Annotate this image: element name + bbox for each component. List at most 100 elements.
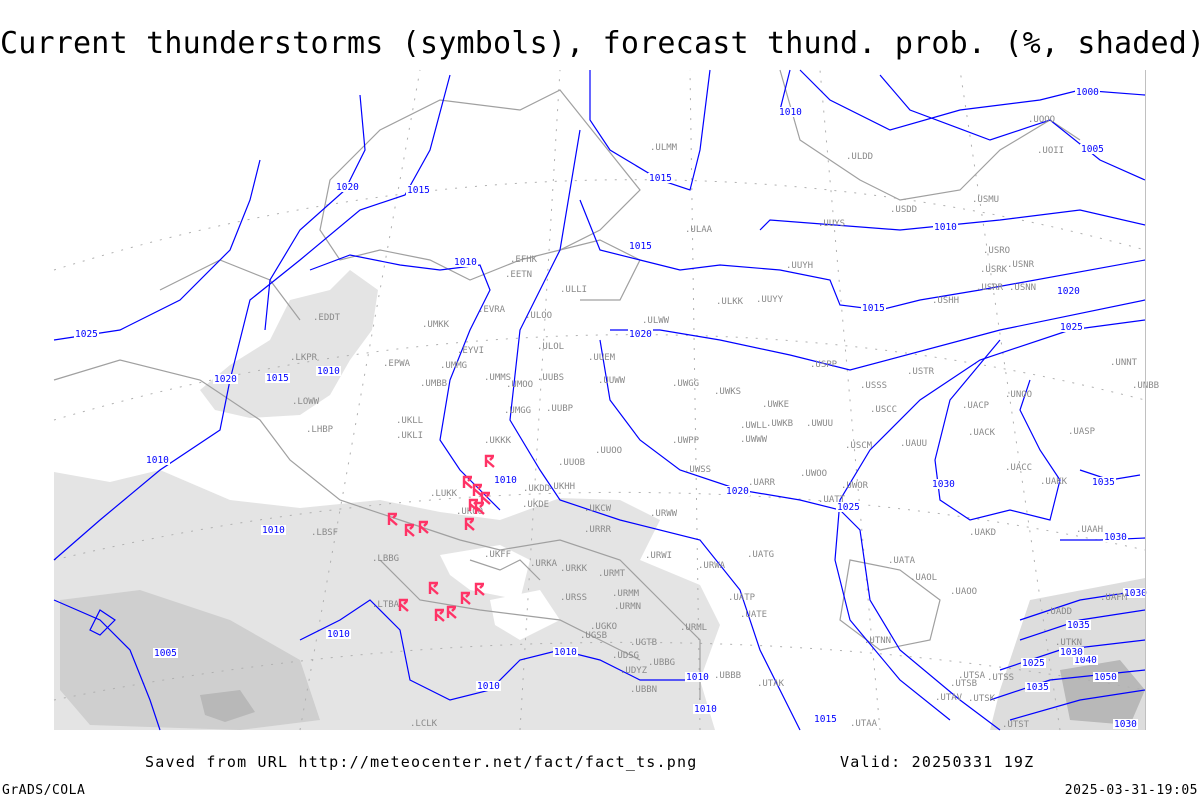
thunderstorm-glyph (464, 517, 475, 531)
station-label: .ULOL (537, 342, 564, 352)
isobar-label-bg (1073, 655, 1098, 665)
station-label: .UUBS (537, 373, 564, 383)
station-label: .EETN (505, 270, 532, 280)
thunderstorm-icon (404, 523, 415, 537)
isobar-label-bg (693, 704, 718, 714)
isobar-label: 1040 (1074, 655, 1097, 666)
isobar-label-bg (406, 185, 431, 195)
station-label: .UDYZ (620, 666, 648, 676)
station-label: .UBBB (714, 671, 741, 681)
station-label: .LOWW (292, 397, 320, 407)
isobar-label: 1010 (694, 704, 717, 715)
isobar-label: 1010 (934, 222, 957, 233)
isobar-label: 1010 (262, 525, 285, 536)
station-label: .UKKK (484, 436, 512, 446)
station-label: .LBBG (372, 554, 399, 564)
isobar-label: 1010 (317, 366, 340, 377)
station-label: .LHBP (306, 425, 334, 435)
station-label: .UDSG (612, 651, 639, 661)
isobar-label-bg (553, 647, 578, 657)
isobar-label: 1015 (629, 241, 652, 252)
station-label: .UTAK (757, 679, 785, 689)
thunderstorm-glyph (472, 483, 483, 497)
isobar-label-bg (1113, 719, 1138, 729)
station-label: .UKOO (456, 507, 483, 517)
station-label: .UWKS (714, 387, 741, 397)
isobar-label-bg (628, 241, 653, 251)
isobar-label: 1020 (1057, 286, 1080, 297)
thunderstorm-icon (474, 582, 485, 596)
isobar-label: 1030 (932, 479, 955, 490)
shade-region-dark (60, 590, 320, 730)
isobar-label: 1005 (154, 648, 177, 659)
station-label: .UTSB (950, 679, 977, 689)
station-label: .USNR (1007, 260, 1035, 270)
station-label: .UACK (968, 428, 996, 438)
station-label: .ULKK (716, 297, 744, 307)
shade-region-darker (200, 690, 255, 722)
station-label: .URSS (560, 593, 587, 603)
isobar-label: 1010 (494, 475, 517, 486)
lat-lon-grid (53, 69, 1146, 731)
isobar-label: 1030 (1060, 647, 1083, 658)
isobar-label: 1020 (629, 329, 652, 340)
station-label: .UATP (728, 593, 756, 603)
station-label: .UKCW (584, 504, 612, 514)
thunderstorm-icon (446, 605, 457, 619)
isobar-label: 1010 (554, 647, 577, 658)
thunderstorm-glyph (462, 475, 473, 489)
source-url-text: Saved from URL http://meteocenter.net/fa… (145, 753, 698, 771)
station-label: .EPWA (383, 359, 411, 369)
isobar-label: 1010 (477, 681, 500, 692)
isobar-label: 1025 (75, 329, 98, 340)
station-label: .UWOR (841, 481, 869, 491)
station-label: .LUKK (430, 489, 458, 499)
station-label: .UATA (888, 556, 916, 566)
station-label: .UACC (1005, 463, 1032, 473)
thunderstorm-icon (462, 475, 473, 489)
station-label: .LKPR (290, 353, 318, 363)
station-label: .USDD (890, 205, 917, 215)
isobar-label: 1015 (862, 303, 885, 314)
station-label: .UMMS (484, 373, 511, 383)
station-label: .UGSB (580, 631, 607, 641)
station-label: .UTAV (935, 693, 963, 703)
station-label: .USTR (907, 367, 935, 377)
station-label: .ULWW (642, 316, 670, 326)
isobar-label-bg (1075, 87, 1100, 97)
station-label: .UMGG (504, 406, 531, 416)
station-label: .USHH (932, 296, 959, 306)
station-label: .UKFF (484, 550, 511, 560)
thunderstorm-icon (480, 491, 491, 505)
thunderstorm-symbols (387, 454, 495, 622)
thunderstorm-glyph (387, 512, 398, 526)
isobar-label: 1015 (407, 185, 430, 196)
station-label: .USRR (976, 283, 1004, 293)
station-label: .UUOB (558, 458, 585, 468)
thunderstorm-glyph (480, 491, 491, 505)
isobar-label: 1010 (686, 672, 709, 683)
isobar-label-bg (335, 182, 360, 192)
station-label: .URRR (584, 525, 612, 535)
thunderstorm-icon (472, 483, 483, 497)
isobar-label: 1015 (814, 714, 837, 725)
isobar-label: 1030 (1124, 588, 1147, 599)
station-label: .USPP (810, 360, 838, 370)
station-label: .LTBA (372, 600, 400, 610)
thunderstorm-icon (464, 517, 475, 531)
software-credit: GrADS/COLA (2, 783, 86, 798)
station-label: .UUYS (818, 219, 845, 229)
probability-shading (54, 270, 1145, 730)
station-label: .UKLI (396, 431, 423, 441)
station-label: .ULAA (685, 225, 713, 235)
station-label: .UAUU (900, 439, 927, 449)
thunderstorm-glyph (484, 454, 495, 468)
isobar-label: 1030 (1114, 719, 1137, 730)
isobar-label-bg (265, 373, 290, 383)
station-label: .URMN (614, 602, 641, 612)
isobar-label-bg (261, 525, 286, 535)
station-label: .UTNN (864, 636, 891, 646)
isobar-label-bg (933, 222, 958, 232)
station-label: .UWUU (806, 419, 833, 429)
